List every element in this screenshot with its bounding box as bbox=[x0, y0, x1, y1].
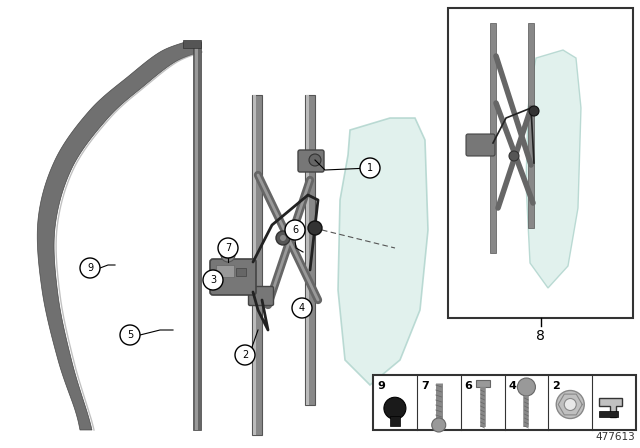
Circle shape bbox=[218, 238, 238, 258]
Circle shape bbox=[529, 106, 539, 116]
Text: 2: 2 bbox=[552, 381, 560, 391]
Circle shape bbox=[564, 399, 576, 410]
Text: 8: 8 bbox=[536, 329, 545, 343]
Text: 4: 4 bbox=[299, 303, 305, 313]
Bar bbox=[528, 23, 534, 228]
Bar bbox=[183, 40, 201, 48]
FancyBboxPatch shape bbox=[466, 134, 495, 156]
Circle shape bbox=[309, 154, 321, 166]
Circle shape bbox=[80, 258, 100, 278]
Circle shape bbox=[221, 248, 235, 262]
Circle shape bbox=[276, 231, 290, 245]
Circle shape bbox=[120, 325, 140, 345]
Bar bbox=[253, 95, 256, 435]
Text: 5: 5 bbox=[127, 330, 133, 340]
Bar bbox=[216, 265, 234, 277]
Text: 7: 7 bbox=[421, 381, 429, 391]
Bar bbox=[599, 410, 618, 417]
Circle shape bbox=[292, 298, 312, 318]
Text: 7: 7 bbox=[225, 243, 231, 253]
Text: 2: 2 bbox=[242, 350, 248, 360]
Polygon shape bbox=[599, 397, 622, 417]
Text: 1: 1 bbox=[367, 163, 373, 173]
Text: 6: 6 bbox=[292, 225, 298, 235]
Bar bbox=[490, 23, 496, 253]
Circle shape bbox=[235, 345, 255, 365]
Bar bbox=[390, 416, 400, 426]
Bar bbox=[236, 268, 246, 276]
Circle shape bbox=[556, 391, 584, 418]
Bar bbox=[373, 375, 636, 430]
Bar bbox=[252, 95, 262, 435]
Text: 3: 3 bbox=[210, 275, 216, 285]
Circle shape bbox=[285, 220, 305, 240]
Circle shape bbox=[203, 270, 223, 290]
Bar bbox=[306, 95, 309, 405]
Bar bbox=[305, 95, 315, 405]
Text: 9: 9 bbox=[87, 263, 93, 273]
Bar bbox=[193, 42, 201, 430]
Circle shape bbox=[225, 252, 231, 258]
Polygon shape bbox=[338, 118, 428, 385]
FancyBboxPatch shape bbox=[248, 287, 273, 306]
Circle shape bbox=[517, 378, 536, 396]
Text: 4: 4 bbox=[509, 381, 516, 391]
Text: 6: 6 bbox=[465, 381, 472, 391]
Bar bbox=[195, 42, 198, 430]
Circle shape bbox=[432, 418, 445, 432]
FancyBboxPatch shape bbox=[298, 150, 324, 172]
Circle shape bbox=[384, 397, 406, 419]
Circle shape bbox=[360, 158, 380, 178]
Polygon shape bbox=[526, 50, 581, 288]
Circle shape bbox=[280, 235, 286, 241]
Bar bbox=[448, 8, 633, 318]
Text: 477613: 477613 bbox=[595, 432, 635, 442]
Bar bbox=[476, 380, 490, 387]
Circle shape bbox=[308, 221, 322, 235]
Text: 9: 9 bbox=[377, 381, 385, 391]
Polygon shape bbox=[37, 42, 200, 430]
Circle shape bbox=[509, 151, 519, 161]
FancyBboxPatch shape bbox=[210, 259, 256, 295]
